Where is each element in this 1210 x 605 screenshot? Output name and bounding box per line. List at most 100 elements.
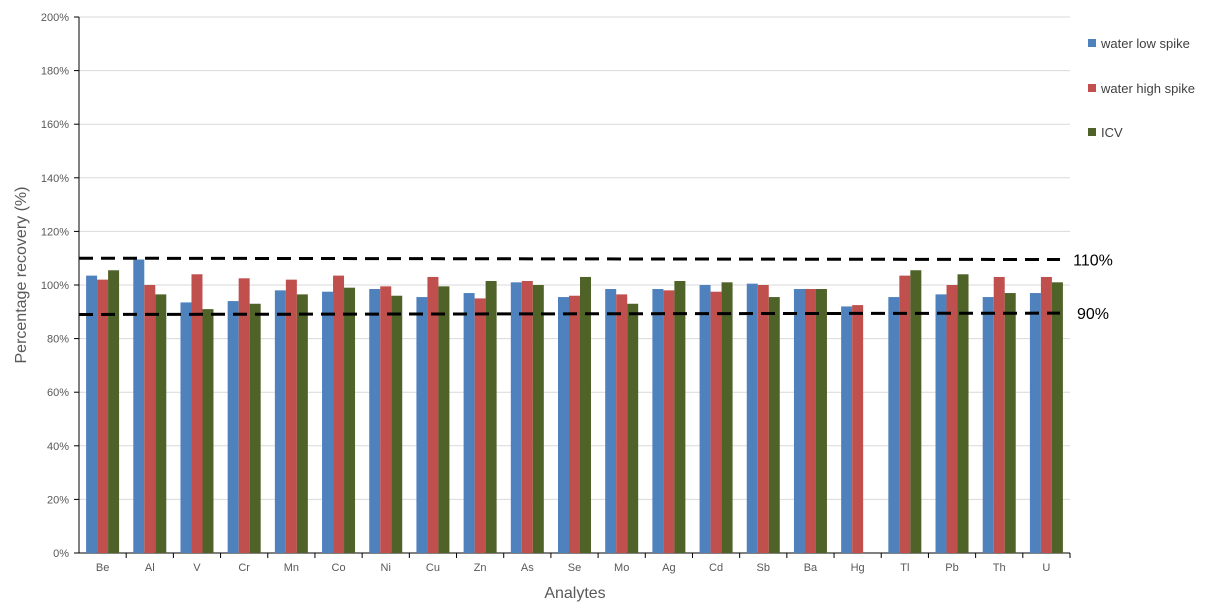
bar [463,293,475,553]
x-tick-label: Cd [709,562,723,574]
reference-line-label: 110% [1073,253,1113,270]
bar [155,294,167,553]
bar [191,274,203,553]
bar [652,289,664,553]
x-tick-label: Sb [757,562,770,574]
bar [841,306,853,553]
y-tick-label: 200% [41,12,69,24]
bar [757,285,769,553]
bar [957,274,969,553]
x-tick-label: Ag [662,562,675,574]
reference-lines: 110% 90% [78,253,1113,323]
bar [202,309,214,553]
legend-swatch [1088,128,1096,136]
y-tick-label: 160% [41,119,69,131]
x-tick-label: U [1042,562,1050,574]
reference-line [78,311,1061,316]
bar [699,285,711,553]
x-tick-label: Mo [614,562,629,574]
bar [768,297,780,553]
y-axis-title: Percentage recovery (%) [13,187,30,364]
bar [285,279,297,553]
bar [793,289,805,553]
bar [344,287,356,553]
bar [296,294,308,553]
bar [333,275,345,553]
bar [97,279,109,553]
x-tick-label: Cr [238,562,250,574]
x-tick-label: Tl [900,562,909,574]
x-tick-label: Se [568,562,581,574]
x-tick-label: Th [993,562,1006,574]
x-tick-label: Al [145,562,155,574]
bar [1051,282,1063,553]
bar [569,295,580,553]
bar [910,270,922,553]
bar [899,275,911,553]
x-tick-label: As [521,562,534,574]
bar [616,294,628,553]
y-tick-label: 20% [47,494,69,506]
bar [510,282,522,553]
x-tick-label: Cu [426,562,440,574]
bar [249,303,261,553]
bar [427,276,439,553]
x-tick-label: V [193,562,201,574]
bars [86,259,1063,553]
bar [888,297,900,553]
x-tick-label: Zn [474,562,487,574]
y-tick-label: 40% [47,441,69,453]
y-tick-label: 0% [53,548,69,560]
bar [532,285,544,553]
bar [993,276,1005,553]
reference-line-label: 90% [1077,306,1109,323]
x-tick-label: Mn [284,562,299,574]
bar [108,270,120,553]
legend-entry: water low spike [1100,36,1190,51]
y-tick-label: 60% [47,387,69,399]
bar [721,282,733,553]
x-tick-label: Ni [381,562,391,574]
x-axis-title: Analytes [544,585,605,602]
bar [380,286,392,553]
bar [144,285,156,553]
bar [521,280,533,553]
bar [485,280,497,553]
bar [1040,276,1052,553]
bar [180,302,192,553]
bar [322,291,334,553]
legend-entry: ICV [1101,125,1123,140]
y-tick-label: 120% [41,226,69,238]
bar [804,289,816,553]
x-tick-label: Pb [945,562,958,574]
bar [815,289,827,553]
legend: water low spike water high spike ICV [1088,36,1195,140]
bar [86,275,98,553]
bar [391,295,403,553]
bar [1029,293,1041,553]
bar [663,290,675,553]
tick-labels: 0% 20% 40% 60% 80% 100% 120% 140% 160% 180% 200% Be… [41,12,1051,574]
bar [580,276,591,553]
bar [674,280,686,553]
x-tick-label: Ba [804,562,818,574]
bar [274,290,286,553]
bar [558,297,569,553]
bar [982,297,994,553]
legend-swatch [1088,39,1096,47]
bar [946,285,958,553]
bar [746,283,758,553]
legend-swatch [1088,84,1096,92]
bar [438,286,450,553]
bar [710,291,722,553]
bar [133,259,145,553]
y-tick-label: 80% [47,334,69,346]
x-tick-label: Co [332,562,346,574]
x-tick-label: Hg [851,562,865,574]
bar [416,297,428,553]
bar [605,289,617,553]
bar [935,294,947,553]
y-tick-label: 140% [41,173,69,185]
reference-line [78,256,1061,262]
